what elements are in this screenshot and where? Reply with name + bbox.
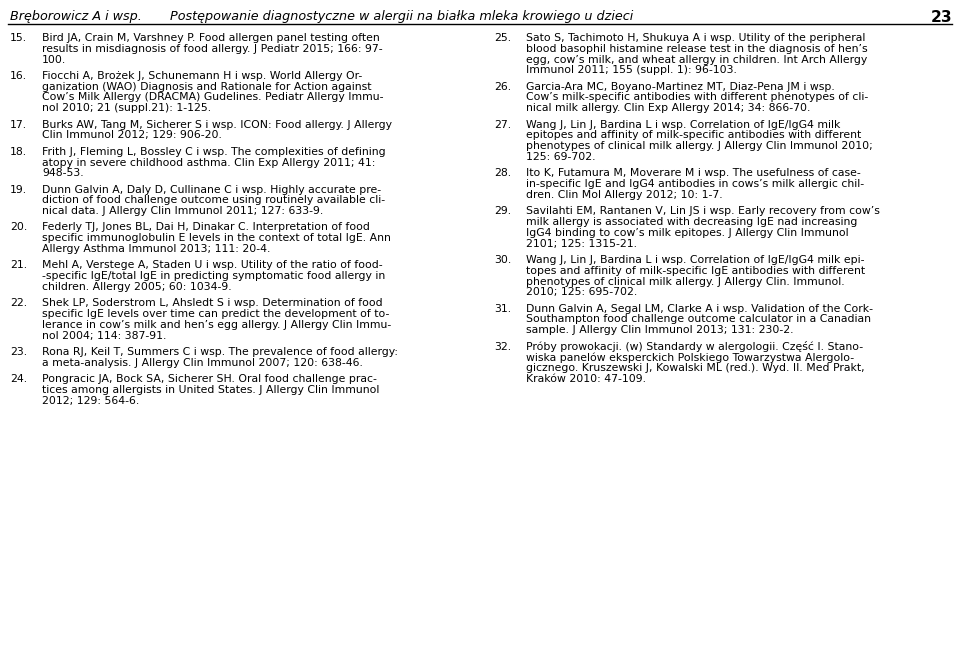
Text: Shek LP, Soderstrom L, Ahsledt S i wsp. Determination of food: Shek LP, Soderstrom L, Ahsledt S i wsp. … bbox=[42, 298, 383, 308]
Text: Bird JA, Crain M, Varshney P. Food allergen panel testing often: Bird JA, Crain M, Varshney P. Food aller… bbox=[42, 33, 380, 43]
Text: phenotypes of clinical milk allergy. J Allergy Clin Immunol 2010;: phenotypes of clinical milk allergy. J A… bbox=[526, 141, 873, 151]
Text: Clin Immunol 2012; 129: 906-20.: Clin Immunol 2012; 129: 906-20. bbox=[42, 130, 222, 140]
Text: milk allergy is associated with decreasing IgE nad increasing: milk allergy is associated with decreasi… bbox=[526, 217, 857, 227]
Text: children. Allergy 2005; 60: 1034-9.: children. Allergy 2005; 60: 1034-9. bbox=[42, 282, 231, 292]
Text: -specific IgE/total IgE in predicting symptomatic food allergy in: -specific IgE/total IgE in predicting sy… bbox=[42, 271, 385, 281]
Text: nol 2010; 21 (suppl.21): 1-125.: nol 2010; 21 (suppl.21): 1-125. bbox=[42, 103, 211, 113]
Text: Immunol 2011; 155 (suppl. 1): 96-103.: Immunol 2011; 155 (suppl. 1): 96-103. bbox=[526, 65, 737, 76]
Text: Savilahti EM, Rantanen V, Lin JS i wsp. Early recovery from cow’s: Savilahti EM, Rantanen V, Lin JS i wsp. … bbox=[526, 206, 880, 216]
Text: Rona RJ, Keil T, Summers C i wsp. The prevalence of food allergy:: Rona RJ, Keil T, Summers C i wsp. The pr… bbox=[42, 347, 398, 357]
Text: IgG4 binding to cow’s milk epitopes. J Allergy Clin Immunol: IgG4 binding to cow’s milk epitopes. J A… bbox=[526, 228, 849, 238]
Text: Mehl A, Verstege A, Staden U i wsp. Utility of the ratio of food-: Mehl A, Verstege A, Staden U i wsp. Util… bbox=[42, 260, 383, 271]
Text: atopy in severe childhood asthma. Clin Exp Allergy 2011; 41:: atopy in severe childhood asthma. Clin E… bbox=[42, 158, 375, 167]
Text: gicznego. Kruszewski J, Kowalski ML (red.). Wyd. II. Med Prakt,: gicznego. Kruszewski J, Kowalski ML (red… bbox=[526, 363, 865, 373]
Text: Cow’s milk-specific antibodies with different phenotypes of cli-: Cow’s milk-specific antibodies with diff… bbox=[526, 92, 868, 103]
Text: 19.: 19. bbox=[10, 185, 27, 194]
Text: results in misdiagnosis of food allergy. J Pediatr 2015; 166: 97-: results in misdiagnosis of food allergy.… bbox=[42, 44, 383, 54]
Text: 29.: 29. bbox=[494, 206, 511, 216]
Text: 20.: 20. bbox=[10, 222, 27, 233]
Text: wiska panelów eksperckich Polskiego Towarzystwa Alergolo-: wiska panelów eksperckich Polskiego Towa… bbox=[526, 352, 854, 363]
Text: Próby prowokacji. (w) Standardy w alergologii. Część I. Stano-: Próby prowokacji. (w) Standardy w alergo… bbox=[526, 342, 863, 353]
Text: Wang J, Lin J, Bardina L i wsp. Correlation of IgE/IgG4 milk epi-: Wang J, Lin J, Bardina L i wsp. Correlat… bbox=[526, 255, 865, 265]
Text: 15.: 15. bbox=[10, 33, 27, 43]
Text: 23: 23 bbox=[930, 10, 952, 25]
Text: 31.: 31. bbox=[494, 304, 511, 313]
Text: 27.: 27. bbox=[494, 120, 511, 130]
Text: 25.: 25. bbox=[494, 33, 511, 43]
Text: in-specific IgE and IgG4 antibodies in cows’s milk allergic chil-: in-specific IgE and IgG4 antibodies in c… bbox=[526, 179, 864, 189]
Text: Southampton food challenge outcome calculator in a Canadian: Southampton food challenge outcome calcu… bbox=[526, 315, 871, 324]
Text: egg, cow’s milk, and wheat allergy in children. Int Arch Allergy: egg, cow’s milk, and wheat allergy in ch… bbox=[526, 55, 867, 65]
Text: lerance in cow’s milk and hen’s egg allergy. J Allergy Clin Immu-: lerance in cow’s milk and hen’s egg alle… bbox=[42, 320, 392, 330]
Text: specific immunoglobulin E levels in the context of total IgE. Ann: specific immunoglobulin E levels in the … bbox=[42, 233, 391, 244]
Text: Burks AW, Tang M, Sicherer S i wsp. ICON: Food allergy. J Allergy: Burks AW, Tang M, Sicherer S i wsp. ICON… bbox=[42, 120, 392, 130]
Text: 32.: 32. bbox=[494, 342, 511, 351]
Text: 2010; 125: 695-702.: 2010; 125: 695-702. bbox=[526, 287, 637, 297]
Text: 26.: 26. bbox=[494, 81, 511, 92]
Text: Allergy Asthma Immunol 2013; 111: 20-4.: Allergy Asthma Immunol 2013; 111: 20-4. bbox=[42, 244, 271, 254]
Text: 948-53.: 948-53. bbox=[42, 169, 84, 178]
Text: Kraków 2010: 47-109.: Kraków 2010: 47-109. bbox=[526, 374, 646, 384]
Text: 28.: 28. bbox=[494, 169, 511, 178]
Text: 22.: 22. bbox=[10, 298, 27, 308]
Text: ganization (WAO) Diagnosis and Rationale for Action against: ganization (WAO) Diagnosis and Rationale… bbox=[42, 81, 372, 92]
Text: 21.: 21. bbox=[10, 260, 27, 271]
Text: epitopes and affinity of milk-specific antibodies with different: epitopes and affinity of milk-specific a… bbox=[526, 130, 861, 140]
Text: phenotypes of clinical milk allergy. J Allergy Clin. Immunol.: phenotypes of clinical milk allergy. J A… bbox=[526, 276, 845, 286]
Text: dren. Clin Mol Allergy 2012; 10: 1-7.: dren. Clin Mol Allergy 2012; 10: 1-7. bbox=[526, 190, 723, 200]
Text: diction of food challenge outcome using routinely available cli-: diction of food challenge outcome using … bbox=[42, 195, 385, 205]
Text: a meta-analysis. J Allergy Clin Immunol 2007; 120: 638-46.: a meta-analysis. J Allergy Clin Immunol … bbox=[42, 358, 363, 368]
Text: blood basophil histamine release test in the diagnosis of hen’s: blood basophil histamine release test in… bbox=[526, 44, 868, 54]
Text: Frith J, Fleming L, Bossley C i wsp. The complexities of defining: Frith J, Fleming L, Bossley C i wsp. The… bbox=[42, 147, 386, 157]
Text: Postępowanie diagnostyczne w alergii na białka mleka krowiego u dzieci: Postępowanie diagnostyczne w alergii na … bbox=[170, 10, 634, 23]
Text: Dunn Galvin A, Daly D, Cullinane C i wsp. Highly accurate pre-: Dunn Galvin A, Daly D, Cullinane C i wsp… bbox=[42, 185, 381, 194]
Text: 18.: 18. bbox=[10, 147, 27, 157]
Text: Sato S, Tachimoto H, Shukuya A i wsp. Utility of the peripheral: Sato S, Tachimoto H, Shukuya A i wsp. Ut… bbox=[526, 33, 865, 43]
Text: 17.: 17. bbox=[10, 120, 27, 130]
Text: 2012; 129: 564-6.: 2012; 129: 564-6. bbox=[42, 396, 139, 406]
Text: tices among allergists in United States. J Allergy Clin Immunol: tices among allergists in United States.… bbox=[42, 385, 379, 395]
Text: 125: 69-702.: 125: 69-702. bbox=[526, 152, 595, 162]
Text: Dunn Galvin A, Segal LM, Clarke A i wsp. Validation of the Cork-: Dunn Galvin A, Segal LM, Clarke A i wsp.… bbox=[526, 304, 873, 313]
Text: 2101; 125: 1315-21.: 2101; 125: 1315-21. bbox=[526, 238, 637, 249]
Text: Pongracic JA, Bock SA, Sicherer SH. Oral food challenge prac-: Pongracic JA, Bock SA, Sicherer SH. Oral… bbox=[42, 374, 377, 384]
Text: specific IgE levels over time can predict the development of to-: specific IgE levels over time can predic… bbox=[42, 309, 390, 319]
Text: Wang J, Lin J, Bardina L i wsp. Correlation of IgE/IgG4 milk: Wang J, Lin J, Bardina L i wsp. Correlat… bbox=[526, 120, 840, 130]
Text: Ito K, Futamura M, Moverare M i wsp. The usefulness of case-: Ito K, Futamura M, Moverare M i wsp. The… bbox=[526, 169, 861, 178]
Text: sample. J Allergy Clin Immunol 2013; 131: 230-2.: sample. J Allergy Clin Immunol 2013; 131… bbox=[526, 325, 794, 335]
Text: 24.: 24. bbox=[10, 374, 27, 384]
Text: Fiocchi A, Brożek J, Schunemann H i wsp. World Allergy Or-: Fiocchi A, Brożek J, Schunemann H i wsp.… bbox=[42, 71, 362, 81]
Text: nol 2004; 114: 387-91.: nol 2004; 114: 387-91. bbox=[42, 331, 166, 340]
Text: Bręborowicz A i wsp.: Bręborowicz A i wsp. bbox=[10, 10, 142, 23]
Text: 16.: 16. bbox=[10, 71, 27, 81]
Text: nical data. J Allergy Clin Immunol 2011; 127: 633-9.: nical data. J Allergy Clin Immunol 2011;… bbox=[42, 206, 324, 216]
Text: nical milk allergy. Clin Exp Allergy 2014; 34: 866-70.: nical milk allergy. Clin Exp Allergy 201… bbox=[526, 103, 810, 113]
Text: topes and affinity of milk-specific IgE antibodies with different: topes and affinity of milk-specific IgE … bbox=[526, 266, 865, 276]
Text: 100.: 100. bbox=[42, 55, 66, 65]
Text: Garcia-Ara MC, Boyano-Martinez MT, Diaz-Pena JM i wsp.: Garcia-Ara MC, Boyano-Martinez MT, Diaz-… bbox=[526, 81, 835, 92]
Text: Federly TJ, Jones BL, Dai H, Dinakar C. Interpretation of food: Federly TJ, Jones BL, Dai H, Dinakar C. … bbox=[42, 222, 370, 233]
Text: 23.: 23. bbox=[10, 347, 27, 357]
Text: Cow’s Milk Allergy (DRACMA) Gudelines. Pediatr Allergy Immu-: Cow’s Milk Allergy (DRACMA) Gudelines. P… bbox=[42, 92, 383, 103]
Text: 30.: 30. bbox=[494, 255, 512, 265]
